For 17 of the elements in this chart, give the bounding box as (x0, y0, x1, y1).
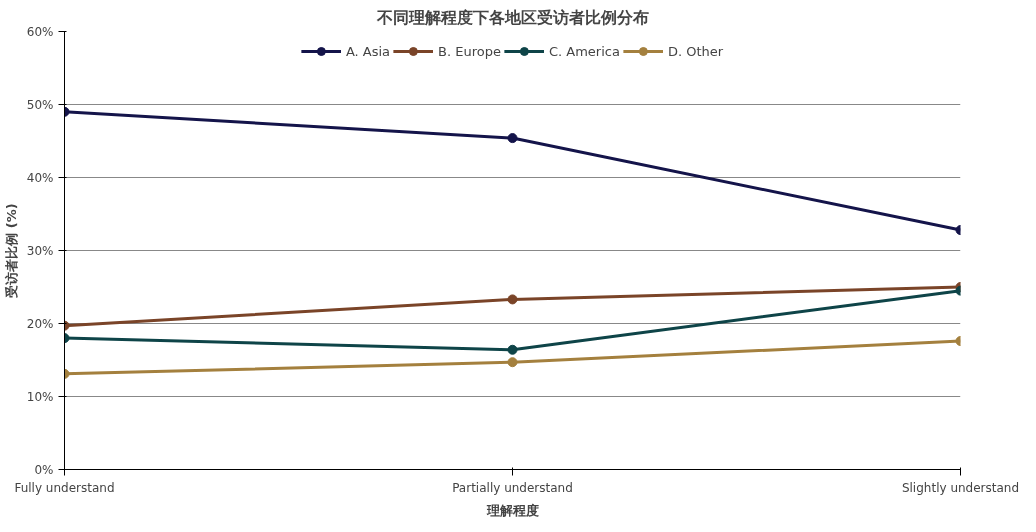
chart-title: 不同理解程度下各地区受访者比例分布 (375, 7, 649, 27)
y-tick-label: 30% (26, 243, 54, 258)
legend-label: A. Asia (345, 43, 391, 59)
x-axis-title: 理解程度 (485, 502, 539, 518)
y-tick-label: 0% (34, 462, 54, 477)
y-tick-label: 10% (26, 389, 54, 404)
y-tick-label: 60% (26, 24, 54, 39)
y-tick-label: 20% (26, 316, 54, 331)
y-tick-label: 50% (26, 97, 54, 112)
y-tick-label: 40% (26, 170, 54, 185)
x-tick-label: Partially understand (452, 480, 573, 495)
x-tick-label: Fully understand (14, 480, 115, 495)
legend-label: C. America (548, 43, 620, 59)
legend-label: D. Other (667, 43, 724, 59)
x-tick-label: Slightly understand (901, 480, 1020, 495)
legend-label: B. Europe (438, 43, 501, 59)
y-axis-title: 受访者比例 (%) (3, 203, 19, 299)
